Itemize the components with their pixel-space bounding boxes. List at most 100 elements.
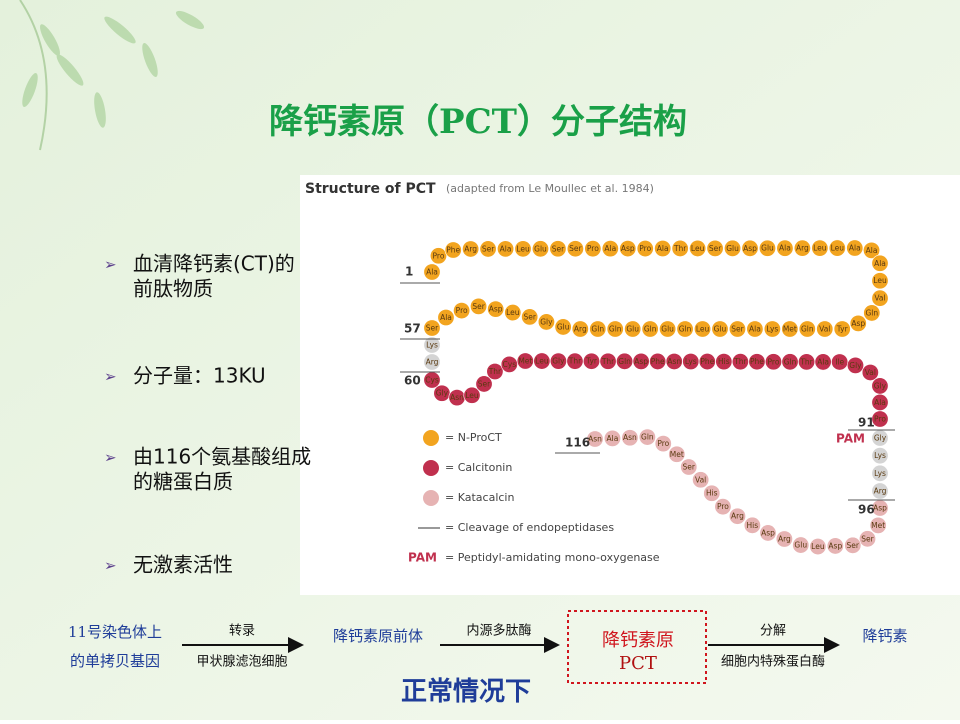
- residue-label: Asp: [873, 504, 887, 513]
- residue-label: Gly: [540, 317, 553, 326]
- residue-label: Thr: [799, 357, 813, 366]
- residue: [514, 240, 532, 258]
- residue: [676, 320, 694, 338]
- residue-label: Asn: [588, 435, 602, 444]
- residue-label: Tyr: [836, 325, 849, 334]
- residue: [475, 375, 493, 393]
- residue-label: Pro: [433, 251, 445, 260]
- residue-label: Thr: [568, 357, 582, 366]
- residue: [871, 447, 889, 465]
- residue: [743, 516, 761, 534]
- residue-label: Val: [819, 325, 830, 334]
- legend-key: PAM: [408, 551, 437, 565]
- residue-label: Arg: [464, 244, 477, 253]
- residue-label: Gln: [591, 325, 604, 334]
- residue: [793, 239, 811, 257]
- residue: [746, 320, 764, 338]
- residue-label: Ala: [604, 244, 616, 253]
- residue: [462, 240, 480, 258]
- residue-label: Gln: [618, 357, 631, 366]
- residue: [584, 240, 602, 258]
- residue: [703, 484, 721, 502]
- flow-caption: 正常情况下: [401, 677, 531, 707]
- residue-label: Met: [871, 521, 885, 530]
- residue-label: Ala: [440, 313, 452, 322]
- position-number: 1: [405, 265, 413, 279]
- residue-label: Leu: [465, 391, 479, 400]
- residue: [816, 320, 834, 338]
- flow-node: 11号染色体上: [68, 623, 162, 641]
- residue-label: Asn: [623, 433, 637, 442]
- residue: [809, 538, 827, 556]
- residue: [871, 464, 889, 482]
- residue: [711, 320, 729, 338]
- residue: [549, 240, 567, 258]
- residue-label: Ser: [731, 325, 744, 334]
- residue-label: Ser: [472, 302, 485, 311]
- residue: [849, 314, 867, 332]
- residue: [846, 356, 864, 374]
- residue: [423, 319, 441, 337]
- residue-label: Phe: [700, 357, 714, 366]
- residue-label: Arg: [574, 325, 587, 334]
- bullet-marker: ➢: [104, 449, 117, 467]
- residue: [603, 429, 621, 447]
- residue-label: Gly: [849, 361, 862, 370]
- residue-label: Gln: [679, 325, 692, 334]
- residue-label: Ala: [874, 398, 886, 407]
- residue-label: Ser: [709, 244, 722, 253]
- flow-node: 的单拷贝基因: [70, 652, 160, 670]
- residue: [423, 353, 441, 371]
- residue-label: Ser: [478, 379, 491, 388]
- residue: [871, 289, 889, 307]
- residue-label: His: [706, 489, 718, 498]
- residue-label: Glu: [557, 322, 570, 331]
- residue-label: Glu: [661, 325, 674, 334]
- residue: [863, 304, 881, 322]
- residue-label: Pro: [587, 244, 599, 253]
- bullet-text: 无激素活性: [133, 553, 233, 577]
- residue: [437, 309, 455, 327]
- residue-label: Leu: [831, 244, 845, 253]
- residue: [601, 240, 619, 258]
- residue-label: Pro: [456, 306, 468, 315]
- residue-label: Asn: [450, 393, 464, 402]
- residue-label: Lys: [766, 325, 778, 334]
- residue: [444, 241, 462, 259]
- residue: [638, 428, 656, 446]
- arrow-label: 内源多肽酶: [466, 623, 531, 639]
- residue-label: Thr: [733, 357, 747, 366]
- residue-label: Pro: [874, 415, 886, 424]
- residue-label: Leu: [516, 244, 530, 253]
- residue: [826, 537, 844, 555]
- residue: [619, 240, 637, 258]
- residue-label: Asn: [667, 357, 681, 366]
- residue: [846, 239, 864, 257]
- residue-label: Tyr: [585, 357, 598, 366]
- residue-label: Pro: [768, 357, 780, 366]
- flow-node: 降钙素原前体: [333, 627, 423, 645]
- residue-label: Gly: [874, 381, 887, 390]
- highlight-box: [567, 610, 707, 684]
- residue-label: Phe: [651, 357, 665, 366]
- residue: [566, 240, 584, 258]
- residue-label: Glu: [534, 244, 547, 253]
- residue-label: Asp: [621, 244, 635, 253]
- position-number: 60: [404, 374, 421, 388]
- residue-label: Val: [874, 294, 885, 303]
- residue-label: Ser: [426, 324, 439, 333]
- legend-text: = Calcitonin: [445, 461, 512, 474]
- residue: [692, 471, 710, 489]
- residue: [871, 254, 889, 272]
- residue: [776, 239, 794, 257]
- flow-node: 降钙素: [862, 627, 907, 645]
- flow-node: 降钙素原: [602, 630, 674, 651]
- residue-label: Ala: [500, 244, 512, 253]
- residue: [453, 302, 471, 320]
- figure-panel: [300, 175, 960, 595]
- residue-label: Ser: [683, 462, 696, 471]
- residue: [728, 320, 746, 338]
